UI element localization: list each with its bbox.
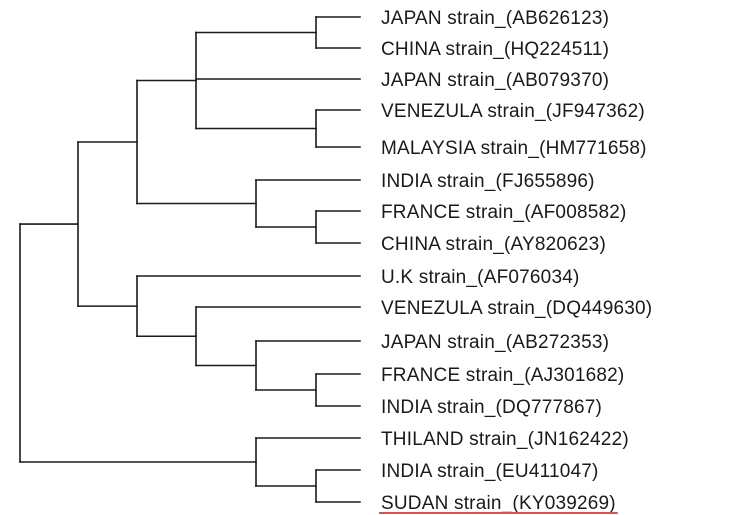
leaf-label-0: JAPAN strain_(AB626123) (381, 8, 609, 29)
leaf-label-5: INDIA strain_(FJ655896) (381, 171, 595, 192)
tree-branches (19, 16, 361, 503)
leaf-label-11: FRANCE strain_(AJ301682) (381, 365, 624, 386)
leaf-label-1: CHINA strain_(HQ224511) (381, 39, 609, 60)
leaf-label-10: JAPAN strain_(AB272353) (381, 332, 609, 353)
leaf-label-4: MALAYSIA strain_(HM771658) (381, 138, 647, 159)
leaf-label-3: VENEZULA strain_(JF947362) (381, 101, 645, 122)
leaf-label-15: SUDAN strain_(KY039269) (381, 493, 616, 514)
leaf-label-6: FRANCE strain_(AF008582) (381, 202, 627, 223)
leaf-label-8: U.K strain_(AF076034) (381, 267, 580, 288)
leaf-label-13: THILAND strain_(JN162422) (381, 429, 629, 450)
leaf-label-2: JAPAN strain_(AB079370) (381, 70, 609, 91)
leaf-label-14: INDIA strain_(EU411047) (381, 461, 599, 482)
leaf-labels: JAPAN strain_(AB626123) CHINA strain_(HQ2… (379, 8, 652, 514)
leaf-label-9: VENEZULA strain_(DQ449630) (381, 298, 652, 319)
leaf-label-12: INDIA strain_(DQ777867) (381, 397, 602, 418)
leaf-label-7: CHINA strain_(AY820623) (381, 234, 606, 255)
